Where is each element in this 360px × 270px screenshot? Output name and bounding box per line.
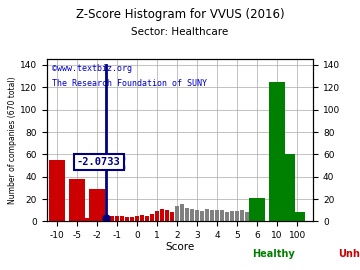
- Bar: [230, 211, 234, 221]
- Bar: [245, 212, 249, 221]
- Bar: [269, 82, 285, 221]
- Bar: [249, 198, 265, 221]
- Bar: [84, 218, 90, 221]
- Bar: [185, 208, 189, 221]
- Bar: [90, 218, 96, 221]
- Bar: [195, 210, 199, 221]
- Bar: [210, 210, 214, 221]
- Bar: [160, 209, 164, 221]
- Bar: [220, 210, 224, 221]
- Bar: [150, 214, 154, 221]
- Bar: [175, 206, 179, 221]
- Bar: [180, 204, 184, 221]
- Bar: [165, 210, 169, 221]
- X-axis label: Score: Score: [165, 241, 195, 252]
- Bar: [289, 212, 305, 221]
- Text: Healthy: Healthy: [252, 249, 294, 259]
- Bar: [140, 215, 144, 221]
- Bar: [240, 210, 244, 221]
- Text: Z-Score Histogram for VVUS (2016): Z-Score Histogram for VVUS (2016): [76, 8, 284, 21]
- Bar: [110, 216, 114, 221]
- Bar: [250, 211, 254, 221]
- Text: -2.0733: -2.0733: [77, 157, 121, 167]
- Bar: [155, 211, 159, 221]
- Bar: [115, 216, 119, 221]
- Bar: [49, 160, 65, 221]
- Bar: [235, 211, 239, 221]
- Bar: [279, 154, 295, 221]
- Bar: [145, 216, 149, 221]
- Bar: [190, 209, 194, 221]
- Bar: [215, 210, 219, 221]
- Bar: [69, 179, 85, 221]
- Y-axis label: Number of companies (670 total): Number of companies (670 total): [8, 77, 17, 204]
- Text: Sector: Healthcare: Sector: Healthcare: [131, 27, 229, 37]
- Bar: [125, 217, 129, 221]
- Bar: [89, 189, 105, 221]
- Bar: [170, 212, 174, 221]
- Bar: [130, 217, 134, 221]
- Bar: [200, 211, 204, 221]
- Text: Unhealthy: Unhealthy: [338, 249, 360, 259]
- Bar: [225, 212, 229, 221]
- Bar: [135, 216, 139, 221]
- Text: ©www.textbiz.org: ©www.textbiz.org: [52, 64, 132, 73]
- Bar: [120, 216, 124, 221]
- Text: The Research Foundation of SUNY: The Research Foundation of SUNY: [52, 79, 207, 88]
- Bar: [205, 209, 209, 221]
